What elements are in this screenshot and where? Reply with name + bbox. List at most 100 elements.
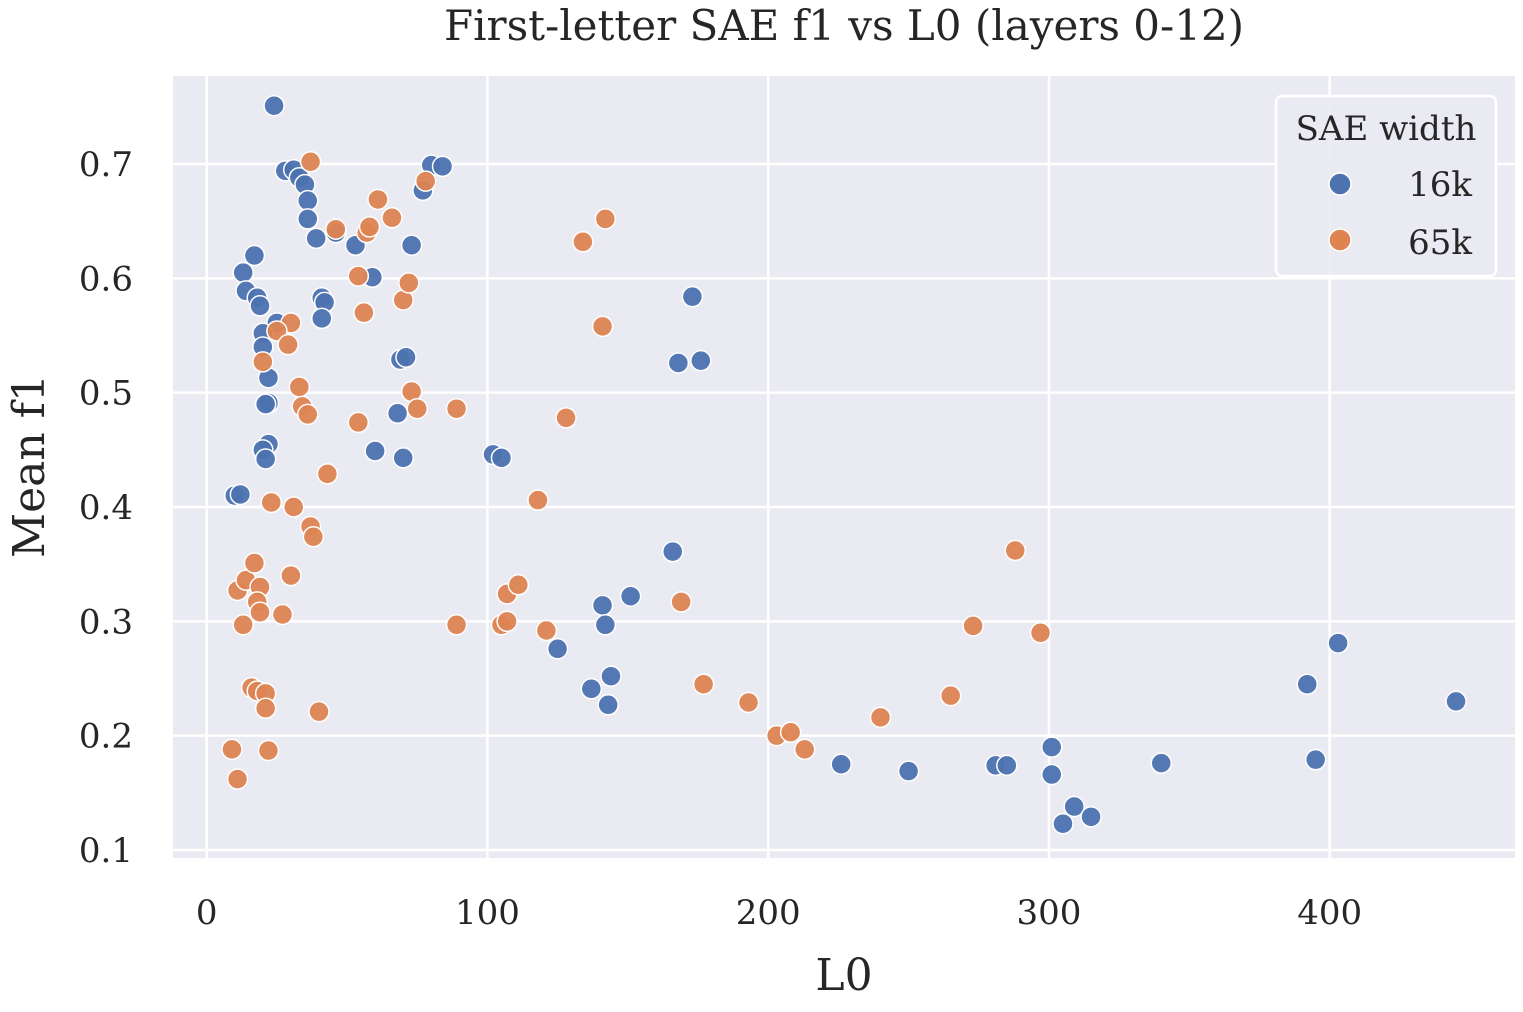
data-point-65k (381, 207, 403, 229)
data-point-65k (260, 491, 283, 514)
data-point-16k (254, 393, 277, 415)
data-point-16k (400, 234, 423, 256)
data-point-65k (308, 700, 330, 723)
chart-title: First-letter SAE f1 vs L0 (layers 0-12) (444, 1, 1244, 50)
data-point-65k (939, 684, 962, 707)
data-point-16k (597, 694, 619, 716)
data-point-16k (619, 585, 642, 607)
data-point-65k (288, 376, 311, 398)
data-point-16k (1052, 812, 1074, 835)
y-tick-label: 0.4 (79, 488, 133, 528)
data-point-65k (1004, 539, 1027, 562)
data-point-16k (254, 448, 277, 470)
data-point-65k (325, 218, 347, 240)
data-point-16k (311, 307, 333, 330)
data-point-65k (869, 706, 892, 729)
data-point-65k (496, 610, 518, 633)
y-tick-label: 0.3 (79, 602, 133, 642)
data-point-16k (490, 447, 513, 469)
data-point-65k (297, 403, 319, 426)
data-point-16k (580, 678, 603, 700)
data-point-65k (527, 489, 549, 511)
data-point-16k (229, 483, 252, 506)
data-point-16k (232, 261, 254, 284)
data-point-16k (243, 244, 266, 267)
data-point-65k (594, 208, 617, 230)
data-point-16k (1041, 763, 1063, 786)
data-point-65k (347, 265, 370, 287)
data-point-65k (232, 614, 254, 636)
data-point-16k (297, 208, 319, 230)
data-point-16k (392, 447, 414, 469)
legend-marker-16k (1328, 172, 1352, 196)
data-point-65k (367, 188, 389, 211)
data-point-16k (364, 440, 386, 462)
data-point-65k (572, 231, 594, 253)
data-point-16k (681, 285, 704, 308)
legend-box (1274, 94, 1498, 278)
x-tick-label: 300 (1016, 893, 1081, 933)
data-point-16k (1445, 690, 1467, 713)
data-point-16k (661, 540, 684, 563)
legend-label-65k: 65k (1408, 223, 1472, 263)
legend-marker-65k (1328, 228, 1352, 252)
y-tick-label: 0.6 (79, 259, 133, 299)
data-point-65k (277, 333, 299, 356)
data-point-65k (779, 721, 802, 743)
data-point-65k (299, 150, 322, 173)
data-point-65k (591, 315, 614, 338)
data-point-16k (297, 189, 319, 212)
x-tick-label: 400 (1297, 893, 1362, 933)
data-point-16k (1080, 806, 1102, 828)
data-point-16k (594, 614, 617, 636)
data-point-65k (358, 216, 381, 238)
data-point-16k (1041, 736, 1063, 758)
x-tick-label: 100 (455, 893, 520, 933)
data-point-65k (445, 614, 468, 636)
data-point-65k (221, 738, 243, 761)
data-point-16k (546, 638, 569, 660)
legend-title: SAE width (1296, 109, 1477, 149)
data-point-65k (347, 411, 370, 434)
y-tick-label: 0.7 (79, 145, 133, 185)
x-tick-label: 200 (736, 893, 801, 933)
data-point-16k (386, 402, 409, 425)
data-point-65k (555, 407, 577, 429)
data-point-16k (431, 155, 454, 178)
data-point-65k (507, 574, 530, 596)
data-point-16k (830, 753, 852, 776)
data-point-65k (302, 525, 325, 548)
y-tick-label: 0.1 (79, 831, 133, 871)
data-point-65k (692, 673, 715, 695)
data-point-65k (1029, 622, 1052, 644)
data-point-65k (226, 768, 249, 790)
data-point-16k (263, 94, 285, 117)
data-point-65k (535, 619, 558, 642)
data-point-65k (793, 738, 816, 761)
legend-label-16k: 16k (1408, 165, 1472, 205)
data-point-16k (1327, 632, 1349, 654)
data-point-16k (305, 227, 327, 250)
data-point-65k (280, 564, 302, 587)
data-point-65k (445, 397, 468, 420)
data-point-16k (667, 352, 690, 374)
data-point-16k (600, 665, 622, 687)
y-tick-label: 0.5 (79, 374, 133, 414)
y-axis-label: Mean f1 (4, 374, 55, 558)
data-point-16k (1296, 673, 1318, 695)
data-point-65k (398, 272, 420, 294)
y-tick-label: 0.2 (79, 717, 133, 757)
data-point-65k (962, 615, 984, 637)
data-points (221, 94, 1467, 835)
x-tick-label: 0 (196, 893, 218, 933)
data-point-65k (353, 301, 375, 324)
data-point-16k (1063, 795, 1085, 818)
grid-lines (173, 76, 1515, 858)
data-point-65k (249, 601, 271, 623)
x-axis-label: L0 (815, 950, 872, 1001)
legend: SAE width 16k 65k (1274, 94, 1498, 278)
data-point-65k (316, 463, 339, 485)
data-point-16k (690, 349, 712, 372)
data-point-65k (406, 397, 429, 420)
